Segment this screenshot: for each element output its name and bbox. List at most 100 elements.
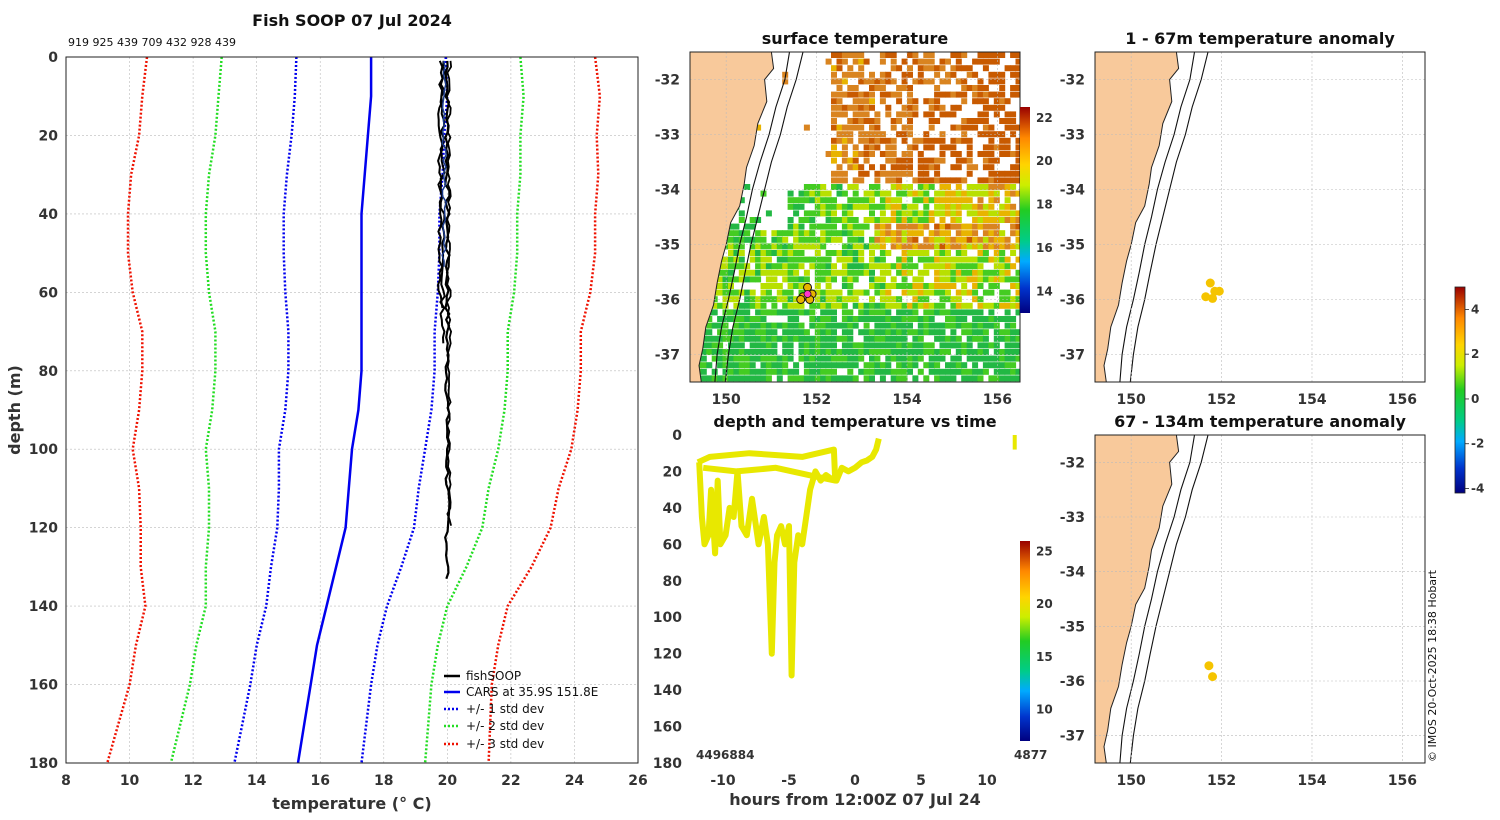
sst-cell [939,256,946,263]
profile-x-tick-label: 12 [183,773,202,789]
sst-lat-tick-label: -36 [655,293,680,309]
sst-cell [907,190,913,197]
sst-cell [771,263,778,270]
sst-cell [961,137,968,144]
sst-cell [776,368,783,375]
sst-cell [809,190,816,197]
profile-y-tick-label: 60 [39,285,59,301]
sst-cell [966,355,973,362]
sst-cell [825,322,832,329]
sst-cell [907,184,913,190]
sst-cell [869,91,875,98]
sst-cell [706,316,713,322]
sst-cell [993,144,1000,151]
sst-cell [738,236,745,243]
sst-cell [1004,322,1011,329]
sst-cell [945,335,951,342]
sst-colorbar-tick-label: 18 [1036,198,1053,212]
sst-cell [765,329,772,336]
sst-cell [982,144,989,151]
anomaly-lower-grid [1095,435,1425,763]
sst-cell [825,58,832,65]
sst-cell [966,124,973,131]
sst-cell [744,263,751,270]
depth-time-x-tick-label: 10 [977,773,997,789]
sst-cell [869,98,875,105]
sst-cell [972,223,979,230]
sst-cell [890,236,897,243]
sst-cell [993,256,1000,263]
sst-cell [814,342,821,349]
sst-cell [841,263,848,270]
sst-cell [993,302,1000,309]
sst-cell [885,250,892,256]
sst-cell [961,349,968,355]
sst-cell [885,137,892,144]
sst-cell [928,256,935,263]
sst-cell [982,256,989,263]
sst-cell [928,210,935,217]
sst-cell [1015,157,1020,164]
sst-cell [836,85,843,91]
depth-time-y-tick-label: 180 [653,756,682,772]
sst-cell [782,78,789,85]
sst-cell [999,144,1006,151]
sst-cell [939,223,946,230]
sst-cell [934,269,941,276]
sst-cell [896,197,903,204]
sst-cell [955,316,962,322]
sst-cell [955,335,962,342]
sst-cell [841,276,848,283]
sst-cell [907,71,913,78]
sst-cell [717,362,724,369]
sst-cell [972,276,979,283]
sst-cell [738,217,745,223]
sst-cell [939,309,946,316]
sst-cell [966,256,973,263]
sst-cell [755,263,762,270]
sst-cell [831,250,837,256]
sst-cell [841,52,848,58]
sst-cell [749,256,756,263]
sst-cell [939,78,946,85]
sst-cell [765,342,772,349]
sst-cell [993,71,1000,78]
sst-cell [993,177,1000,184]
sst-cell [934,368,941,375]
sst-cell [993,52,1000,58]
sst-cell [928,98,935,105]
sst-cell [977,243,984,250]
sst-cell [776,269,783,276]
sst-cell [841,78,848,85]
sst-cell [863,349,870,355]
sst-cell [993,276,1000,283]
sst-cell [858,164,865,171]
sst-cell [728,276,734,283]
sst-cell [999,104,1006,111]
sst-cell [733,223,740,230]
sst-cell [863,157,870,164]
sst-cell [825,349,832,355]
sst-cell [847,250,854,256]
depth-time-title: depth and temperature vs time [713,412,996,431]
depth-time-colorbar-tick-label: 10 [1036,702,1053,716]
sst-cell [858,71,865,78]
sst-cell [847,164,854,171]
sst-cell [955,91,962,98]
sst-cell [934,230,941,237]
sst-cell [988,144,995,151]
sst-cell [803,269,810,276]
sst-cell [793,230,800,237]
sst-cell [874,329,881,336]
sst-cell [765,362,772,369]
sst-cell [874,144,881,151]
sst-cell [982,322,989,329]
sst-cell [945,71,951,78]
sst-cell [993,131,1000,138]
sst-cell [820,355,827,362]
sst-cell [939,289,946,296]
sst-cell [749,368,756,375]
sst-cell [700,375,707,382]
sst-cell [896,309,903,316]
sst-cell [901,137,908,144]
